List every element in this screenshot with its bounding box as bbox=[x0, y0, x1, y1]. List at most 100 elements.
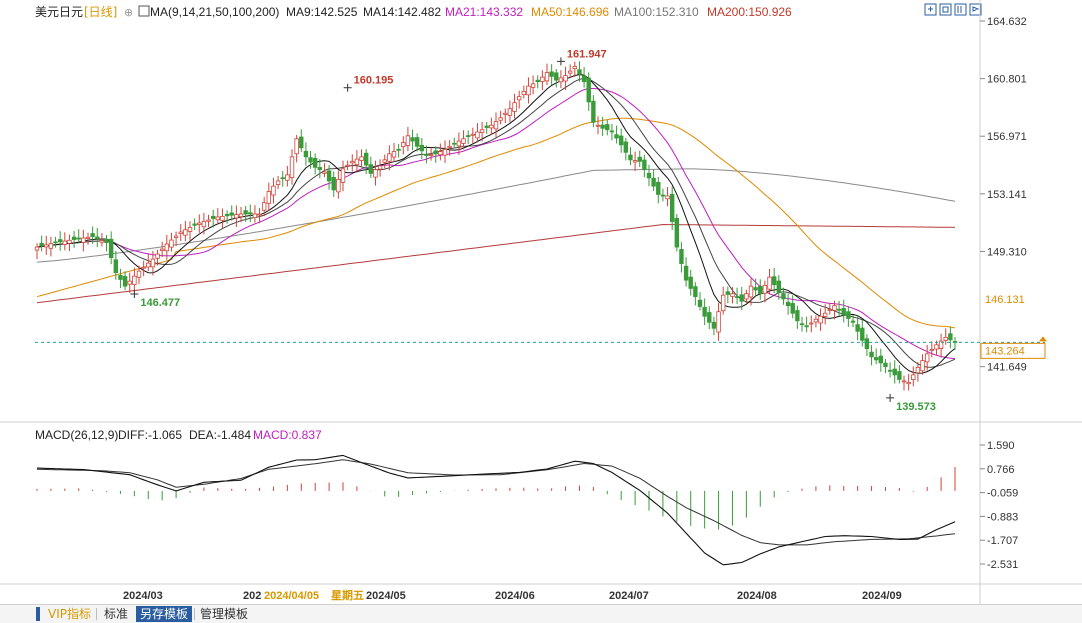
candle-body bbox=[34, 246, 40, 251]
candle-body bbox=[855, 324, 860, 332]
x-axis-label: 星期五 bbox=[331, 588, 364, 602]
candle-body bbox=[122, 276, 128, 287]
restore-icon[interactable] bbox=[939, 3, 952, 16]
period-toggle-icon[interactable]: ⊕ bbox=[124, 6, 133, 19]
extreme-price-label: 139.573 bbox=[896, 401, 936, 413]
candle-body bbox=[632, 160, 638, 163]
candle-body bbox=[108, 238, 114, 258]
candle-body bbox=[382, 159, 387, 163]
candle-body bbox=[377, 165, 383, 170]
candle-body bbox=[716, 311, 721, 333]
candle-body bbox=[637, 156, 642, 162]
candle-body bbox=[591, 100, 596, 123]
divider bbox=[194, 608, 195, 620]
candle-body bbox=[521, 91, 527, 96]
candle-body bbox=[299, 136, 304, 149]
candle-body bbox=[62, 240, 68, 245]
candle-body bbox=[860, 327, 865, 341]
candle-body bbox=[707, 312, 712, 323]
candle-body bbox=[271, 185, 276, 196]
candle-body bbox=[76, 237, 81, 240]
candle-body bbox=[215, 216, 221, 221]
candle-body bbox=[465, 135, 471, 137]
candle-body bbox=[350, 160, 355, 164]
candle-body bbox=[864, 338, 870, 349]
candlestick-chart[interactable]: 美元日元 [日线] ⊕ MA(9,14,21,50,100,200) MA9:1… bbox=[0, 0, 1082, 604]
candle-body bbox=[387, 153, 392, 162]
candle-body bbox=[192, 223, 197, 226]
candle-body bbox=[892, 368, 897, 376]
candle-body bbox=[646, 172, 652, 179]
candle-body bbox=[67, 239, 72, 244]
candle-body bbox=[901, 380, 907, 383]
candle-body bbox=[438, 151, 443, 156]
candle-body bbox=[567, 70, 573, 74]
price-tick-label: 164.632 bbox=[987, 16, 1027, 28]
candle-body bbox=[697, 299, 703, 307]
candle-body bbox=[665, 195, 670, 200]
candle-body bbox=[702, 306, 707, 317]
price-tick-label: 141.649 bbox=[987, 362, 1027, 374]
candle-body bbox=[651, 177, 656, 187]
candle-body bbox=[95, 236, 100, 239]
candle-body bbox=[220, 215, 225, 221]
candle-body bbox=[869, 351, 874, 358]
candle-body bbox=[345, 164, 350, 167]
candle-body bbox=[748, 285, 754, 298]
candle-body bbox=[656, 182, 661, 195]
candle-body bbox=[799, 323, 805, 326]
bar-marker-icon bbox=[36, 607, 40, 621]
candle-body bbox=[642, 159, 647, 171]
candle-body bbox=[924, 353, 930, 363]
candle-body bbox=[785, 301, 791, 307]
candle-body bbox=[920, 360, 925, 372]
candle-body bbox=[595, 124, 601, 127]
candle-body bbox=[507, 108, 513, 116]
candle-body bbox=[224, 213, 230, 217]
period-label[interactable]: [日线] bbox=[84, 5, 117, 19]
candle-body bbox=[795, 310, 800, 322]
tab-vip-indicator[interactable]: VIP指标 bbox=[48, 607, 91, 621]
candle-body bbox=[846, 311, 851, 319]
candle-body bbox=[118, 274, 123, 280]
candle-body bbox=[248, 212, 253, 215]
candle-body bbox=[178, 231, 183, 234]
candle-body bbox=[841, 308, 846, 316]
x-axis-label: 2024/03 bbox=[123, 590, 163, 602]
tab-standard[interactable]: 标准 bbox=[104, 607, 129, 621]
x-axis-label: 2024/07 bbox=[609, 590, 649, 602]
candle-body bbox=[428, 154, 434, 156]
candle-body bbox=[275, 180, 281, 185]
candle-body bbox=[99, 240, 105, 243]
candle-body bbox=[809, 322, 814, 325]
candle-body bbox=[206, 219, 211, 222]
price-tick-label: 149.310 bbox=[987, 246, 1027, 258]
candle-body bbox=[767, 276, 772, 290]
candle-body bbox=[878, 355, 884, 364]
candle-body bbox=[776, 280, 782, 293]
candle-body bbox=[554, 72, 559, 81]
tab-manage-template[interactable]: 管理模板 bbox=[200, 607, 249, 621]
candle-body bbox=[414, 137, 420, 147]
extreme-price-label: 160.195 bbox=[354, 75, 394, 87]
candle-body bbox=[373, 169, 378, 178]
ma14-line bbox=[36, 77, 956, 368]
candle-body bbox=[308, 157, 313, 163]
macd-tick-label: 0.766 bbox=[987, 464, 1015, 476]
candle-body bbox=[484, 125, 489, 128]
ma-checkbox-icon[interactable] bbox=[138, 5, 150, 17]
x-axis-label: 2024/08 bbox=[737, 590, 777, 602]
candle-body bbox=[503, 112, 508, 115]
candle-body bbox=[674, 217, 680, 248]
candle-body bbox=[312, 157, 318, 168]
candle-body bbox=[577, 69, 582, 75]
candle-body bbox=[401, 142, 406, 148]
tab-save-template[interactable]: 另存模板 bbox=[136, 606, 193, 622]
candle-body bbox=[132, 275, 137, 285]
candle-body bbox=[572, 66, 578, 70]
candle-body bbox=[104, 238, 109, 243]
candle-body bbox=[322, 171, 327, 174]
macd-histogram-value: MACD:0.837 bbox=[253, 428, 322, 442]
candle-body bbox=[391, 151, 397, 158]
candle-body bbox=[456, 140, 462, 147]
